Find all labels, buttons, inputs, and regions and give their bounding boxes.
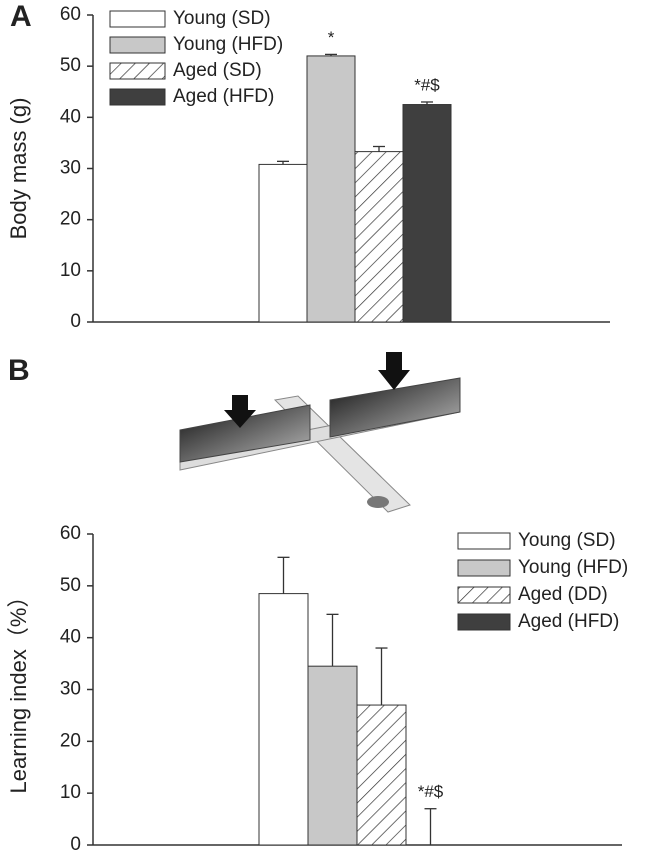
annotation: *#$ — [414, 75, 440, 94]
panel-label: A — [10, 0, 32, 33]
y-tick-label: 60 — [60, 4, 81, 25]
y-tick-label: 30 — [60, 158, 81, 179]
legend-label: Aged (HFD) — [173, 86, 274, 107]
legend-label: Aged (SD) — [173, 60, 262, 81]
y-tick-label: 20 — [60, 730, 81, 751]
y-tick-label: 20 — [60, 209, 81, 230]
legend-swatch — [109, 10, 166, 28]
y-tick-label: 10 — [60, 782, 81, 803]
y-tick-label: 40 — [60, 627, 81, 648]
legend-label: Young (HFD) — [518, 557, 628, 578]
legend-label: Aged (DD) — [518, 584, 608, 605]
bar — [258, 593, 309, 846]
y-tick-label: 0 — [70, 834, 81, 853]
legend-swatch — [109, 62, 166, 80]
y-tick-label: 50 — [60, 55, 81, 76]
legend-label: Young (SD) — [173, 8, 271, 29]
annotation: *#$ — [418, 782, 444, 801]
y-tick-label: 60 — [60, 523, 81, 544]
y-axis-title: Learning index（%） — [6, 586, 31, 794]
bar — [354, 151, 404, 323]
bar — [402, 104, 452, 323]
legend-swatch — [109, 36, 166, 54]
bar — [307, 665, 358, 846]
y-axis-title: Body mass (g) — [6, 98, 31, 240]
y-tick-label: 30 — [60, 679, 81, 700]
bar — [356, 704, 407, 846]
legend-swatch — [457, 613, 511, 631]
panel-label: B — [8, 354, 30, 387]
legend-label: Young (HFD) — [173, 34, 283, 55]
bar — [306, 55, 356, 323]
legend-swatch — [109, 88, 166, 106]
legend-label: Young (SD) — [518, 530, 616, 551]
legend-swatch — [457, 559, 511, 577]
legend-swatch — [457, 586, 511, 604]
y-tick-label: 0 — [70, 311, 81, 332]
legend-label: Aged (HFD) — [518, 611, 619, 632]
y-tick-label: 40 — [60, 106, 81, 127]
y-tick-label: 50 — [60, 575, 81, 596]
y-tick-label: 10 — [60, 260, 81, 281]
bar — [258, 163, 308, 323]
legend-swatch — [457, 532, 511, 550]
annotation: * — [328, 28, 335, 47]
maze-illustration — [179, 352, 461, 513]
